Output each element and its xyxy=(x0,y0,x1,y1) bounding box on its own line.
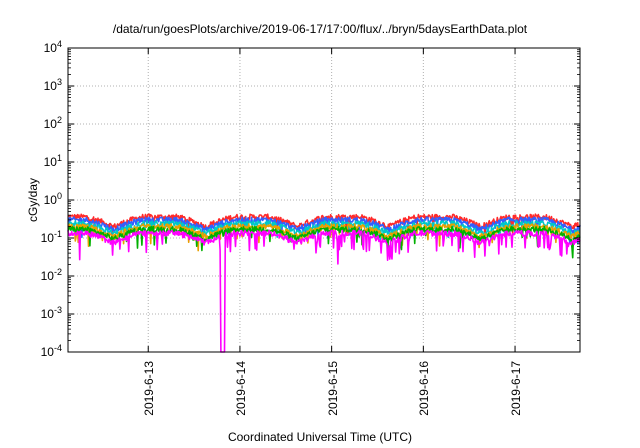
y-tick-base: 10 xyxy=(40,345,54,359)
y-tick-exponent: -1 xyxy=(53,229,62,239)
y-tick-label: 100 xyxy=(44,191,62,207)
y-tick-base: 10 xyxy=(40,269,54,283)
y-tick-label: 104 xyxy=(44,39,62,55)
y-tick-base: 10 xyxy=(43,79,57,93)
y-tick-base: 10 xyxy=(43,41,57,55)
y-tick-exponent: 0 xyxy=(56,191,62,201)
y-tick-exponent: -2 xyxy=(53,267,62,277)
y-tick-base: 10 xyxy=(43,117,57,131)
series-line xyxy=(67,229,581,353)
data-layer xyxy=(67,213,581,353)
y-tick-base: 10 xyxy=(43,155,57,169)
y-tick-label: 101 xyxy=(44,153,62,169)
grid-layer xyxy=(68,48,580,352)
x-tick-label: 2019-6-16 xyxy=(417,361,432,416)
y-tick-label: 10-1 xyxy=(41,229,62,245)
y-tick-base: 10 xyxy=(43,193,57,207)
y-tick-exponent: -4 xyxy=(53,343,62,353)
series-line xyxy=(67,223,581,252)
x-axis-label: Coordinated Universal Time (UTC) xyxy=(227,430,413,444)
chart-title: /data/run/goesPlots/archive/2019-06-17/1… xyxy=(112,22,528,36)
x-tick-label: 2019-6-15 xyxy=(325,361,340,416)
y-tick-exponent: 2 xyxy=(56,115,62,125)
y-axis-label: cGy/day xyxy=(26,177,40,223)
y-tick-label: 10-4 xyxy=(41,343,62,359)
tick-layer xyxy=(68,47,580,353)
series-line xyxy=(67,225,581,259)
y-tick-base: 10 xyxy=(40,231,54,245)
y-tick-label: 10-3 xyxy=(41,305,62,321)
y-tick-exponent: -3 xyxy=(53,305,62,315)
y-tick-base: 10 xyxy=(40,307,54,321)
y-tick-exponent: 1 xyxy=(56,153,62,163)
x-tick-label: 2019-6-13 xyxy=(142,361,157,416)
x-tick-label: 2019-6-17 xyxy=(509,361,524,416)
y-tick-label: 10-2 xyxy=(41,267,62,283)
y-tick-exponent: 4 xyxy=(56,39,62,49)
x-tick-label: 2019-6-14 xyxy=(233,361,248,416)
y-tick-exponent: 3 xyxy=(56,77,62,87)
y-tick-label: 102 xyxy=(44,115,62,131)
y-tick-label: 103 xyxy=(44,77,62,93)
